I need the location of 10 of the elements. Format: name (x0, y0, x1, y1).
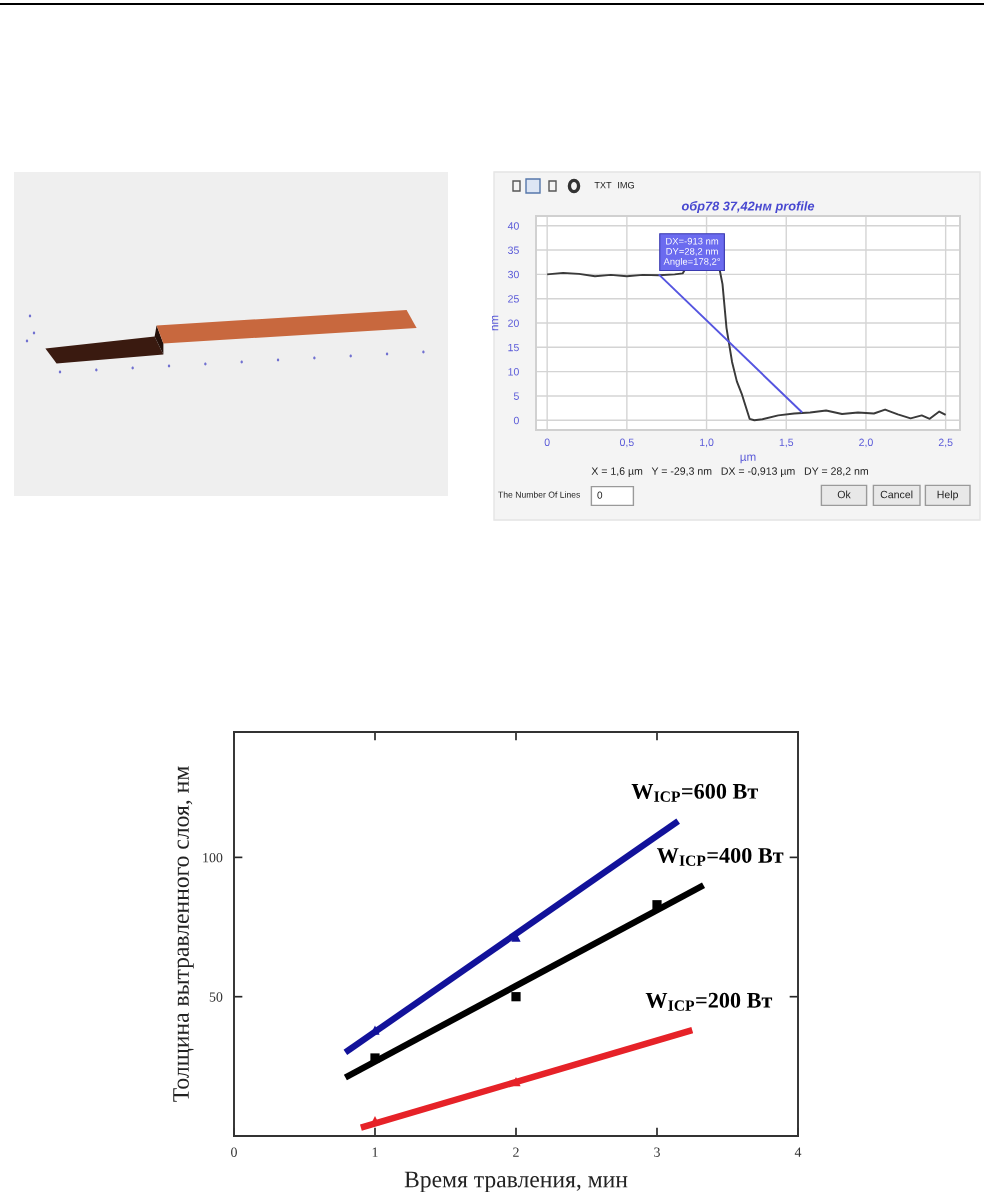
series-label: W$_{ICP}$=600 Вт (631, 783, 758, 802)
y-axis-title: Толщина вытравленного слоя, нм (173, 766, 194, 1102)
series-label: W$_{ICP}$=200 Вт (645, 992, 773, 1011)
point (511, 1077, 521, 1087)
x-axis-title: Время травления, мин (404, 1171, 628, 1192)
point (511, 992, 521, 1002)
line-series (546, 267, 947, 422)
series-label: W$_{ICP}$=400 Вт (656, 847, 784, 866)
point (370, 1053, 380, 1063)
point (652, 900, 662, 910)
